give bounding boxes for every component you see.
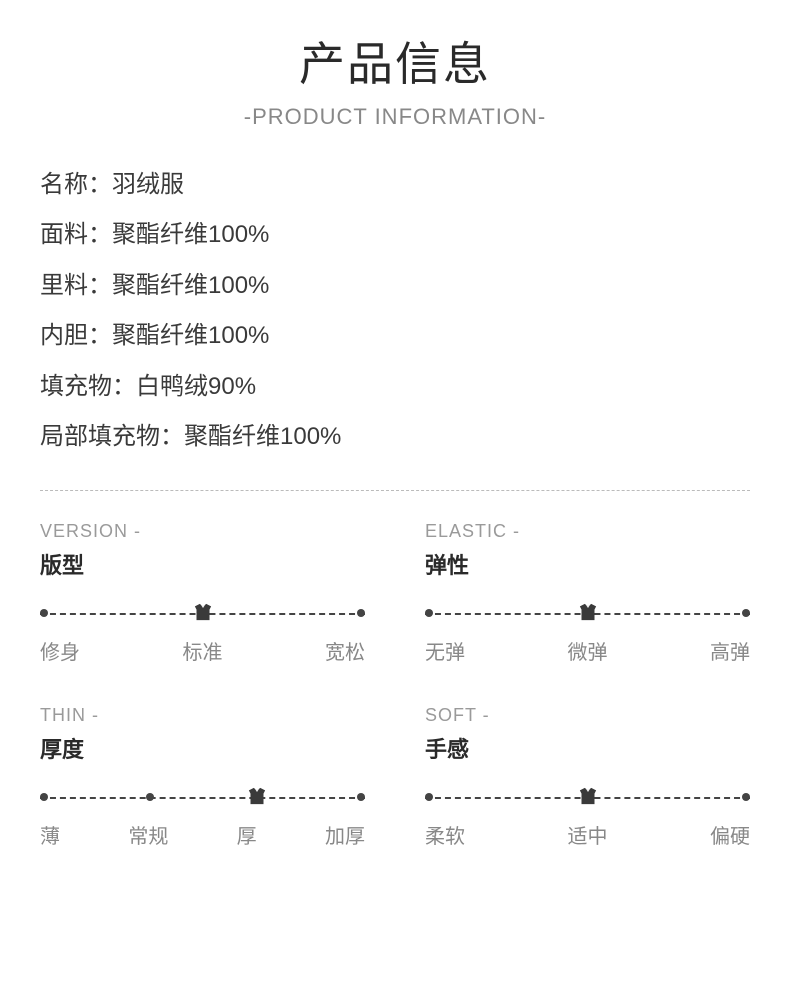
spec-row: 局部填充物聚酯纤维100% (40, 412, 750, 462)
spec-label: 里料 (40, 272, 112, 299)
scale-option-label: 无弹 (425, 636, 465, 665)
spec-value: 聚酯纤维100% (112, 221, 269, 248)
scale-labels: 无弹 微弹 高弹 (425, 636, 750, 665)
scale-option-label: 修身 (40, 636, 80, 665)
spec-value: 聚酯纤维100% (112, 272, 269, 299)
scale-option-label: 柔软 (425, 820, 465, 849)
jacket-icon (244, 786, 270, 806)
attribute-label-cn: 弹性 (425, 548, 750, 580)
spec-value: 聚酯纤维100% (184, 423, 341, 450)
page-title-cn: 产品信息 (0, 28, 790, 94)
jacket-icon (575, 786, 601, 806)
attribute-label-en: SOFT - (425, 705, 750, 726)
scale-dot (146, 793, 154, 801)
scale-option-label: 厚 (237, 820, 257, 849)
spec-label: 名称 (40, 171, 112, 198)
spec-value: 白鸭绒90% (136, 373, 256, 400)
spec-list: 名称羽绒服 面料聚酯纤维100% 里料聚酯纤维100% 内胆聚酯纤维100% 填… (0, 130, 790, 462)
spec-row: 填充物白鸭绒90% (40, 362, 750, 412)
attribute-block: THIN - 厚度 薄 常规 厚 加厚 (40, 705, 365, 849)
scale-option-label: 标准 (183, 636, 223, 665)
scale-dot (425, 609, 433, 617)
scale-dot (742, 609, 750, 617)
attribute-block: VERSION - 版型 修身 标准 宽松 (40, 521, 365, 665)
spec-row: 名称羽绒服 (40, 160, 750, 210)
scale-dot (40, 609, 48, 617)
spec-label: 面料 (40, 221, 112, 248)
scale-dot (357, 609, 365, 617)
scale-option-label: 偏硬 (710, 820, 750, 849)
attribute-scale (425, 604, 750, 622)
attribute-scale (40, 788, 365, 806)
scale-option-label: 微弹 (568, 636, 608, 665)
spec-value: 聚酯纤维100% (112, 322, 269, 349)
spec-label: 内胆 (40, 322, 112, 349)
attribute-label-en: THIN - (40, 705, 365, 726)
scale-dot (357, 793, 365, 801)
attribute-label-en: ELASTIC - (425, 521, 750, 542)
attribute-scale (40, 604, 365, 622)
spec-value: 羽绒服 (112, 171, 184, 198)
attribute-block: SOFT - 手感 柔软 适中 偏硬 (425, 705, 750, 849)
scale-dot (40, 793, 48, 801)
attribute-grid: VERSION - 版型 修身 标准 宽松 ELASTIC - 弹性 无弹 微弹 高弹 THIN… (0, 491, 790, 849)
scale-dot (742, 793, 750, 801)
scale-option-label: 高弹 (710, 636, 750, 665)
attribute-label-cn: 厚度 (40, 732, 365, 764)
attribute-label-en: VERSION - (40, 521, 365, 542)
scale-dots (40, 793, 365, 801)
scale-labels: 柔软 适中 偏硬 (425, 820, 750, 849)
attribute-label-cn: 版型 (40, 548, 365, 580)
attribute-scale (425, 788, 750, 806)
scale-labels: 薄 常规 厚 加厚 (40, 820, 365, 849)
scale-labels: 修身 标准 宽松 (40, 636, 365, 665)
scale-option-label: 加厚 (325, 820, 365, 849)
jacket-icon (190, 602, 216, 622)
spec-row: 里料聚酯纤维100% (40, 261, 750, 311)
spec-label: 局部填充物 (40, 423, 184, 450)
page-title-en: -PRODUCT INFORMATION- (0, 104, 790, 130)
attribute-label-cn: 手感 (425, 732, 750, 764)
scale-dot (425, 793, 433, 801)
header: 产品信息 -PRODUCT INFORMATION- (0, 0, 790, 130)
spec-row: 内胆聚酯纤维100% (40, 311, 750, 361)
scale-option-label: 适中 (568, 820, 608, 849)
spec-label: 填充物 (40, 373, 136, 400)
scale-option-label: 宽松 (325, 636, 365, 665)
spec-row: 面料聚酯纤维100% (40, 210, 750, 260)
scale-option-label: 常规 (128, 820, 168, 849)
scale-option-label: 薄 (40, 820, 60, 849)
attribute-block: ELASTIC - 弹性 无弹 微弹 高弹 (425, 521, 750, 665)
jacket-icon (575, 602, 601, 622)
